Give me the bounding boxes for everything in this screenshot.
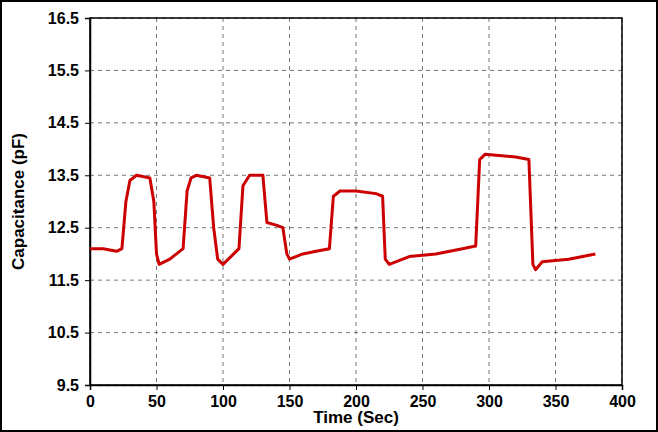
tick-label: 300 [476,393,503,410]
y-axis-title: Capacitance (pF) [9,133,28,270]
tick-label: 100 [210,393,237,410]
grid-line [90,175,622,176]
tick-label: 50 [148,393,166,410]
chart: 0 50 100 150 200 250 300 350 400 9.5 10.5 11.5 12.5 1… [0,0,658,432]
x-axis-title: Time (Sec) [313,408,399,427]
tick: 16.5 [48,10,90,27]
tick-label: 350 [543,393,570,410]
tick-label: 13.5 [48,167,79,184]
tick: 12.5 [48,219,90,236]
tick: 15.5 [48,62,90,79]
tick-label: 9.5 [57,377,79,394]
grid-line [156,18,157,385]
tick-label: 15.5 [48,62,79,79]
tick-label: 400 [609,393,636,410]
tick-label: 0 [86,393,95,410]
tick: 150 [277,385,304,410]
tick: 14.5 [48,114,90,131]
tick-label: 11.5 [49,272,79,289]
tick: 250 [410,385,437,410]
y-axis: 9.5 10.5 11.5 12.5 13.5 14.5 15.5 16.5 [48,10,91,394]
tick-label: 14.5 [48,114,79,131]
tick: 50 [148,385,166,410]
tick: 200 [343,385,370,410]
tick: 400 [609,385,636,410]
x-axis: 0 50 100 150 200 250 300 350 400 [86,385,636,410]
tick: 10.5 [48,324,90,341]
tick-label: 12.5 [48,219,79,236]
tick: 350 [543,385,570,410]
outer-frame [1,1,657,431]
tick: 11.5 [49,272,90,289]
tick-label: 250 [410,393,437,410]
tick: 13.5 [48,167,90,184]
grid-line [223,18,224,385]
grid-line [489,18,490,385]
grid-line [90,280,622,281]
grid [90,18,622,385]
series-group [90,154,595,269]
axis-line [91,386,623,391]
grid-line [289,18,290,385]
grid-line [90,122,622,123]
grid-line [356,18,357,385]
grid-line [90,227,622,228]
data-line [90,154,595,269]
tick: 300 [476,385,503,410]
grid-line [555,18,556,385]
plot: 0 50 100 150 200 250 300 350 400 9.5 10.5 11.5 12.5 1… [48,10,636,411]
tick-label: 16.5 [48,10,79,27]
grid-line [90,332,622,333]
tick: 100 [210,385,237,410]
plot-frame [90,18,622,385]
grid-line [422,18,423,385]
tick-label: 10.5 [48,324,79,341]
grid-line [90,70,622,71]
tick: 9.5 [57,377,90,394]
tick: 0 [86,385,95,410]
tick-label: 150 [277,393,304,410]
